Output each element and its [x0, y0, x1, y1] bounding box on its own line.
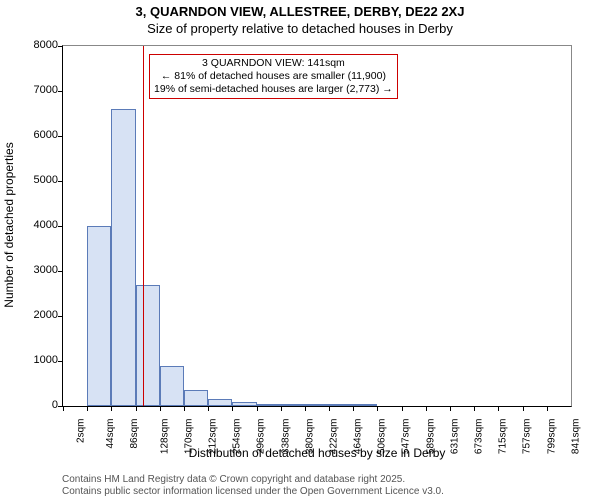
- title-line-1: 3, QUARNDON VIEW, ALLESTREE, DERBY, DE22…: [0, 4, 600, 19]
- x-tick: [547, 406, 548, 411]
- histogram-bar: [184, 390, 208, 406]
- x-tick: [329, 406, 330, 411]
- histogram-bar: [87, 226, 111, 406]
- x-tick: [184, 406, 185, 411]
- y-tick-label: 3000: [34, 264, 58, 276]
- y-tick-label: 0: [52, 399, 58, 411]
- x-tick-label: 44sqm: [105, 419, 116, 449]
- y-tick-label: 5000: [34, 174, 58, 186]
- x-tick: [450, 406, 451, 411]
- x-tick-label: 631sqm: [449, 419, 460, 455]
- x-tick-label: 799sqm: [546, 419, 557, 455]
- y-tick-label: 8000: [34, 39, 58, 51]
- x-tick: [498, 406, 499, 411]
- y-tick: [58, 136, 63, 137]
- y-tick: [58, 361, 63, 362]
- y-tick-label: 7000: [34, 84, 58, 96]
- x-tick: [257, 406, 258, 411]
- x-tick-label: 170sqm: [183, 419, 194, 455]
- x-tick: [523, 406, 524, 411]
- x-tick-label: 757sqm: [522, 419, 533, 455]
- histogram-bar: [305, 404, 329, 406]
- y-axis-label: Number of detached properties: [2, 142, 16, 307]
- x-tick-label: 547sqm: [401, 419, 412, 455]
- x-tick-label: 422sqm: [328, 419, 339, 455]
- x-tick-label: 673sqm: [474, 419, 485, 455]
- x-tick: [426, 406, 427, 411]
- x-tick: [111, 406, 112, 411]
- annotation-box: 3 QUARNDON VIEW: 141sqm ← 81% of detache…: [149, 54, 398, 99]
- x-tick: [281, 406, 282, 411]
- histogram-bar: [208, 399, 232, 406]
- x-tick-label: 841sqm: [570, 419, 581, 455]
- y-tick: [58, 46, 63, 47]
- marker-line: [143, 46, 144, 406]
- x-tick-label: 715sqm: [498, 419, 509, 455]
- annotation-line-3: 19% of semi-detached houses are larger (…: [154, 83, 393, 96]
- y-tick-label: 2000: [34, 309, 58, 321]
- y-tick: [58, 91, 63, 92]
- x-tick: [232, 406, 233, 411]
- histogram-bar: [136, 285, 160, 407]
- annotation-line-1: 3 QUARNDON VIEW: 141sqm: [154, 57, 393, 70]
- histogram-bar: [160, 366, 184, 407]
- x-tick: [377, 406, 378, 411]
- x-tick: [160, 406, 161, 411]
- title-line-2: Size of property relative to detached ho…: [0, 21, 600, 36]
- histogram-chart: 3 QUARNDON VIEW: 141sqm ← 81% of detache…: [62, 45, 572, 407]
- histogram-bar: [232, 402, 256, 406]
- x-tick-label: 589sqm: [425, 419, 436, 455]
- histogram-bar: [111, 109, 135, 406]
- y-tick: [58, 226, 63, 227]
- annotation-line-2: ← 81% of detached houses are smaller (11…: [154, 70, 393, 83]
- x-tick-label: 464sqm: [353, 419, 364, 455]
- x-tick: [474, 406, 475, 411]
- histogram-bar: [353, 404, 377, 406]
- x-tick-label: 296sqm: [256, 419, 267, 455]
- y-tick-label: 1000: [34, 354, 58, 366]
- histogram-bar: [281, 404, 305, 406]
- x-tick-label: 212sqm: [208, 419, 219, 455]
- y-tick: [58, 181, 63, 182]
- x-tick-label: 2sqm: [75, 419, 86, 443]
- histogram-bar: [257, 404, 281, 406]
- x-tick-label: 506sqm: [377, 419, 388, 455]
- chart-footer: Contains HM Land Registry data © Crown c…: [62, 474, 444, 498]
- x-tick: [402, 406, 403, 411]
- x-tick: [305, 406, 306, 411]
- x-tick: [136, 406, 137, 411]
- x-tick-label: 254sqm: [232, 419, 243, 455]
- x-tick-label: 128sqm: [159, 419, 170, 455]
- x-tick-label: 338sqm: [280, 419, 291, 455]
- y-tick-label: 6000: [34, 129, 58, 141]
- x-tick-label: 86sqm: [129, 419, 140, 449]
- histogram-bar: [329, 404, 353, 406]
- footer-line-1: Contains HM Land Registry data © Crown c…: [62, 474, 444, 486]
- y-tick-label: 4000: [34, 219, 58, 231]
- x-tick: [208, 406, 209, 411]
- y-tick: [58, 271, 63, 272]
- x-tick: [353, 406, 354, 411]
- x-tick: [63, 406, 64, 411]
- footer-line-2: Contains public sector information licen…: [62, 486, 444, 498]
- x-tick-label: 380sqm: [304, 419, 315, 455]
- x-tick: [87, 406, 88, 411]
- y-tick: [58, 316, 63, 317]
